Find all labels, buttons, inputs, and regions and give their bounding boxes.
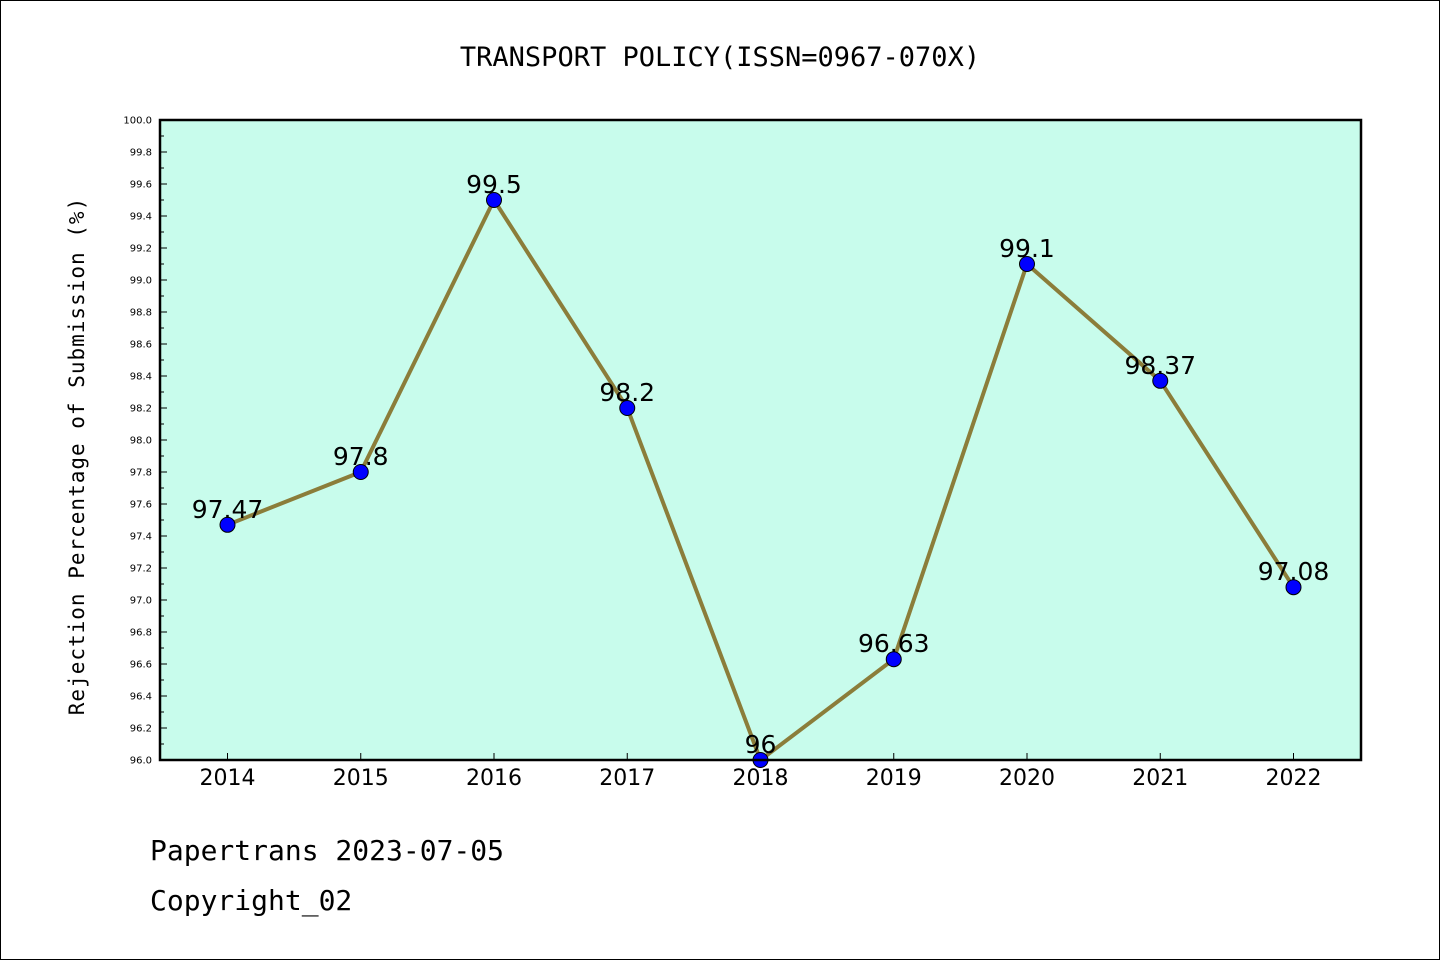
- data-label: 96.63: [858, 629, 930, 658]
- x-axis: 2014 2015 2016 2017 2018 2019 2020 2021 2022: [200, 753, 1322, 791]
- y-tick-label: 98.4: [130, 372, 152, 383]
- footer-copyright: Copyright_02: [150, 884, 353, 917]
- data-point-marker: [1152, 372, 1169, 389]
- x-tick-label: 2014: [200, 766, 256, 791]
- data-label: 98.2: [599, 378, 655, 407]
- y-tick-label: 97.8: [130, 468, 152, 479]
- data-point-marker: [486, 192, 502, 208]
- y-tick-label: 98.6: [130, 340, 152, 351]
- y-tick-label: 97.6: [130, 500, 152, 511]
- data-label: 99.5: [466, 170, 522, 199]
- y-tick-label: 98.2: [130, 404, 152, 415]
- x-tick-label: 2018: [733, 766, 789, 791]
- data-label: 99.1: [999, 234, 1055, 263]
- y-tick-label: 97.2: [130, 564, 152, 575]
- y-tick-label: 99.8: [130, 148, 152, 159]
- data-point-marker: [352, 464, 369, 480]
- y-tick-label: 96.6: [130, 660, 152, 671]
- data-label: 97.47: [192, 495, 264, 524]
- data-point-marker: [885, 651, 902, 668]
- y-tick-label: 100.0: [123, 116, 152, 127]
- y-tick-label: 97.4: [130, 532, 152, 543]
- data-point-marker: [1019, 256, 1035, 272]
- data-label-group: 97.47 97.8 99.5 98.2 96 96.63 99.1 98.37 97.08: [192, 170, 1330, 759]
- data-point-marker: [219, 516, 236, 533]
- y-tick-label: 98.8: [130, 308, 152, 319]
- y-tick-label: 96.8: [130, 628, 152, 639]
- data-point-marker: [1285, 579, 1302, 596]
- x-tick-label: 2017: [599, 766, 655, 791]
- y-tick-label: 99.0: [130, 276, 152, 287]
- y-tick-label: 96.2: [130, 724, 152, 735]
- y-axis-label: Rejection Percentage of Submission (%): [65, 197, 89, 715]
- x-tick-label: 2020: [999, 766, 1055, 791]
- x-tick-label: 2022: [1266, 766, 1322, 791]
- y-tick-label: 99.4: [130, 212, 152, 223]
- data-point-marker: [619, 400, 636, 416]
- x-tick-label: 2016: [466, 766, 522, 791]
- y-tick-label: 96.0: [130, 756, 152, 767]
- data-label: 96: [745, 730, 777, 759]
- x-tick-label: 2019: [866, 766, 922, 791]
- y-axis: 96.0 96.2 96.4 96.6 96.8 97.0 97.2 97.4 97.6 97.8…: [123, 116, 167, 767]
- x-tick-label: 2015: [333, 766, 389, 791]
- plot-area: [160, 120, 1361, 760]
- data-label: 98.37: [1124, 351, 1196, 380]
- data-label: 97.8: [333, 442, 389, 471]
- footer-date: Papertrans 2023-07-05: [150, 834, 505, 867]
- plot-border: [158, 118, 1363, 762]
- chart-title: TRANSPORT POLICY(ISSN=0967-070X): [460, 42, 980, 73]
- y-tick-label: 99.2: [130, 244, 152, 255]
- y-tick-label: 98.0: [130, 436, 152, 447]
- data-label: 97.08: [1258, 557, 1330, 586]
- y-tick-label: 99.6: [130, 180, 152, 191]
- y-tick-label: 96.4: [130, 692, 152, 703]
- y-tick-label: 97.0: [130, 596, 152, 607]
- x-tick-label: 2021: [1132, 766, 1188, 791]
